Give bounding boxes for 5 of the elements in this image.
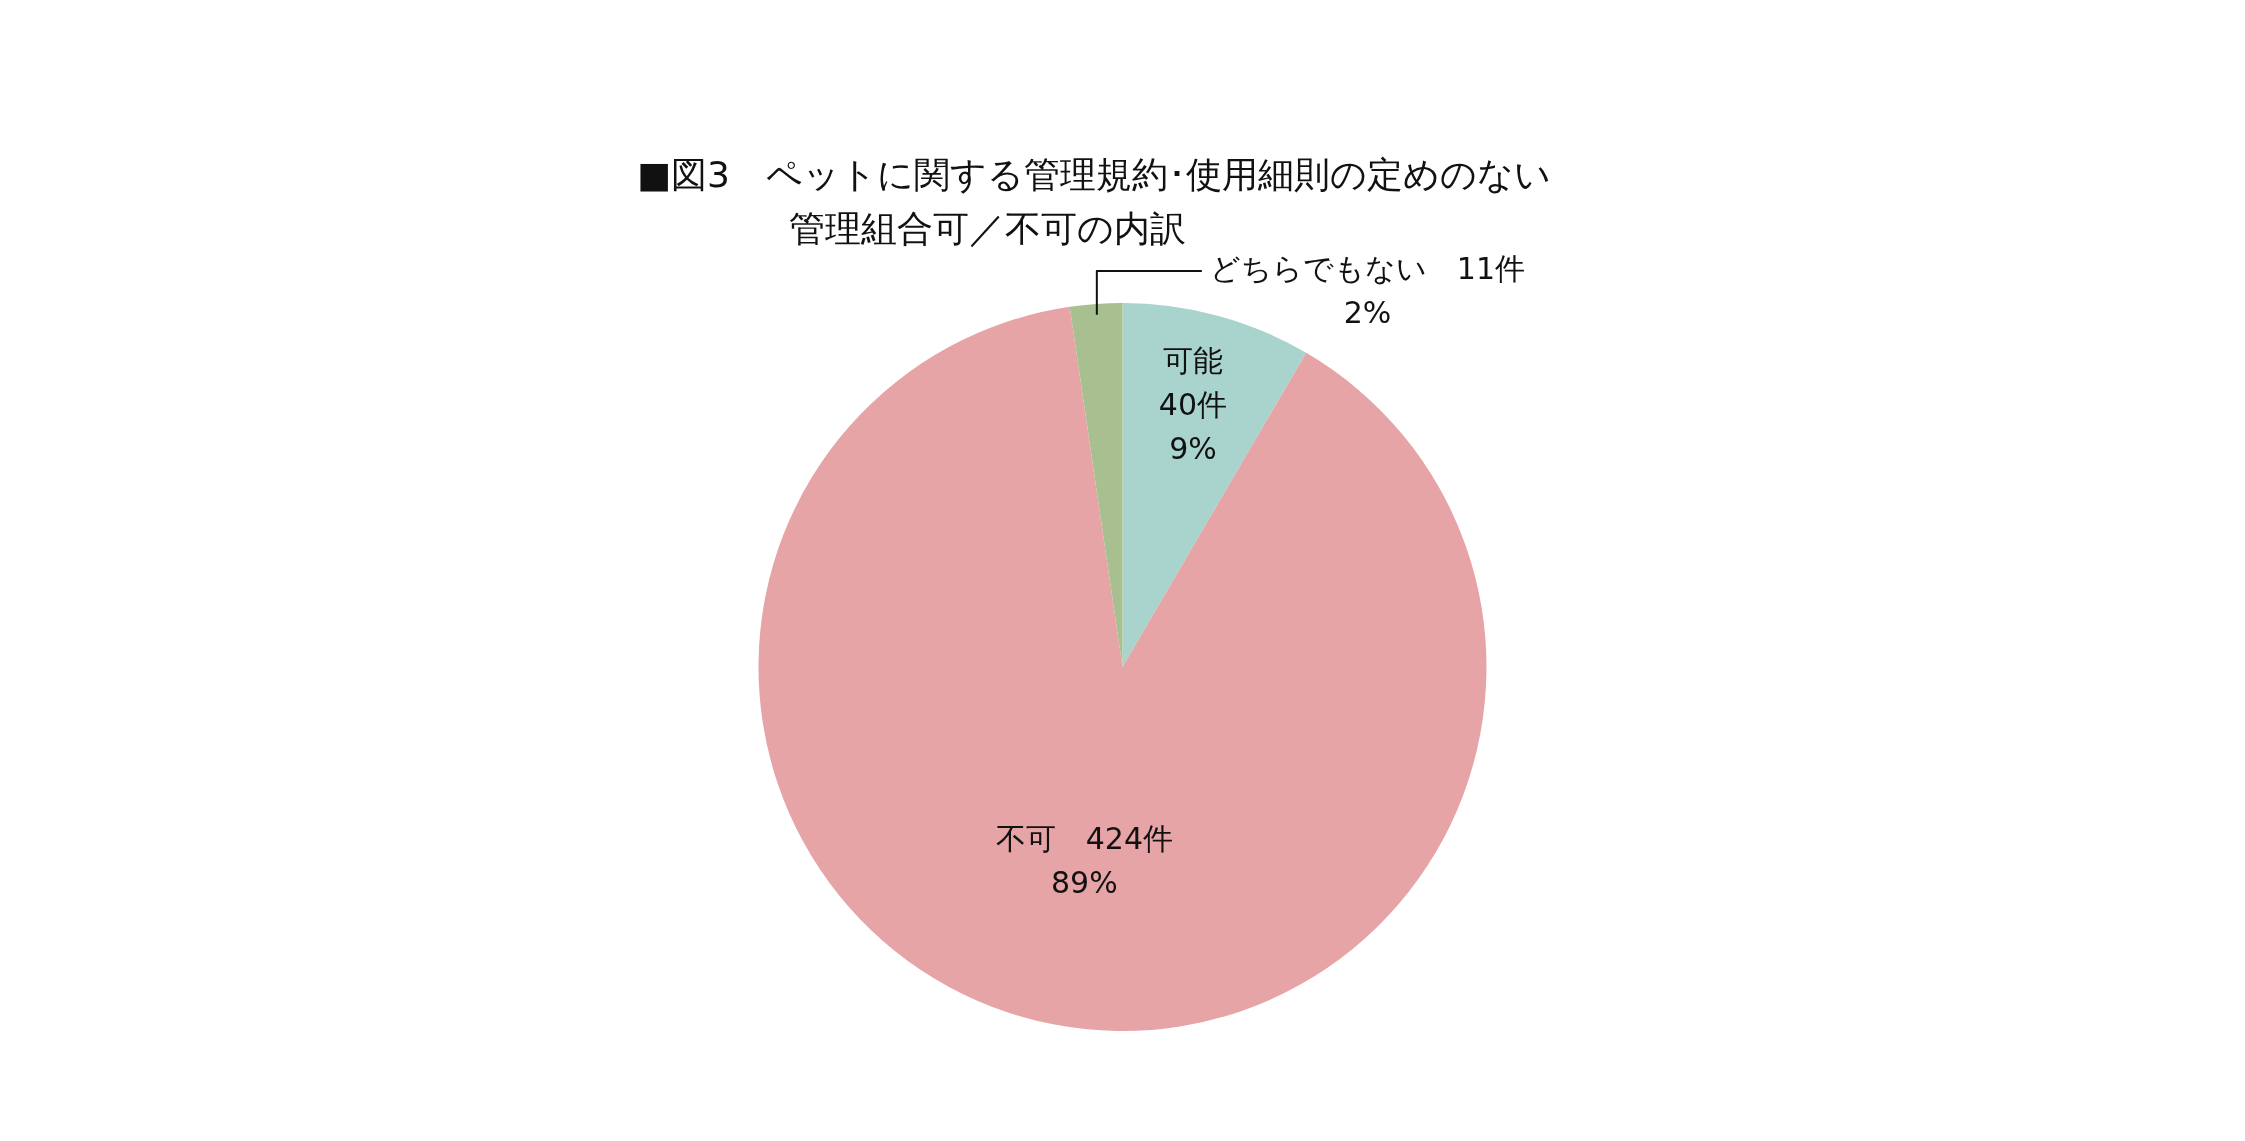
chart-title: ■図3 ペットに関する管理規約･使用細則の定めのない管理組合可／不可の内訳 bbox=[637, 154, 1551, 249]
data-label: 40件 9% bbox=[1158, 386, 1228, 466]
slice-label: どちらでもない 11件 2% bbox=[1209, 250, 1526, 330]
slice-label: 可能 bbox=[1162, 342, 1223, 378]
slice-label: 不可 424件 89% bbox=[995, 821, 1173, 901]
